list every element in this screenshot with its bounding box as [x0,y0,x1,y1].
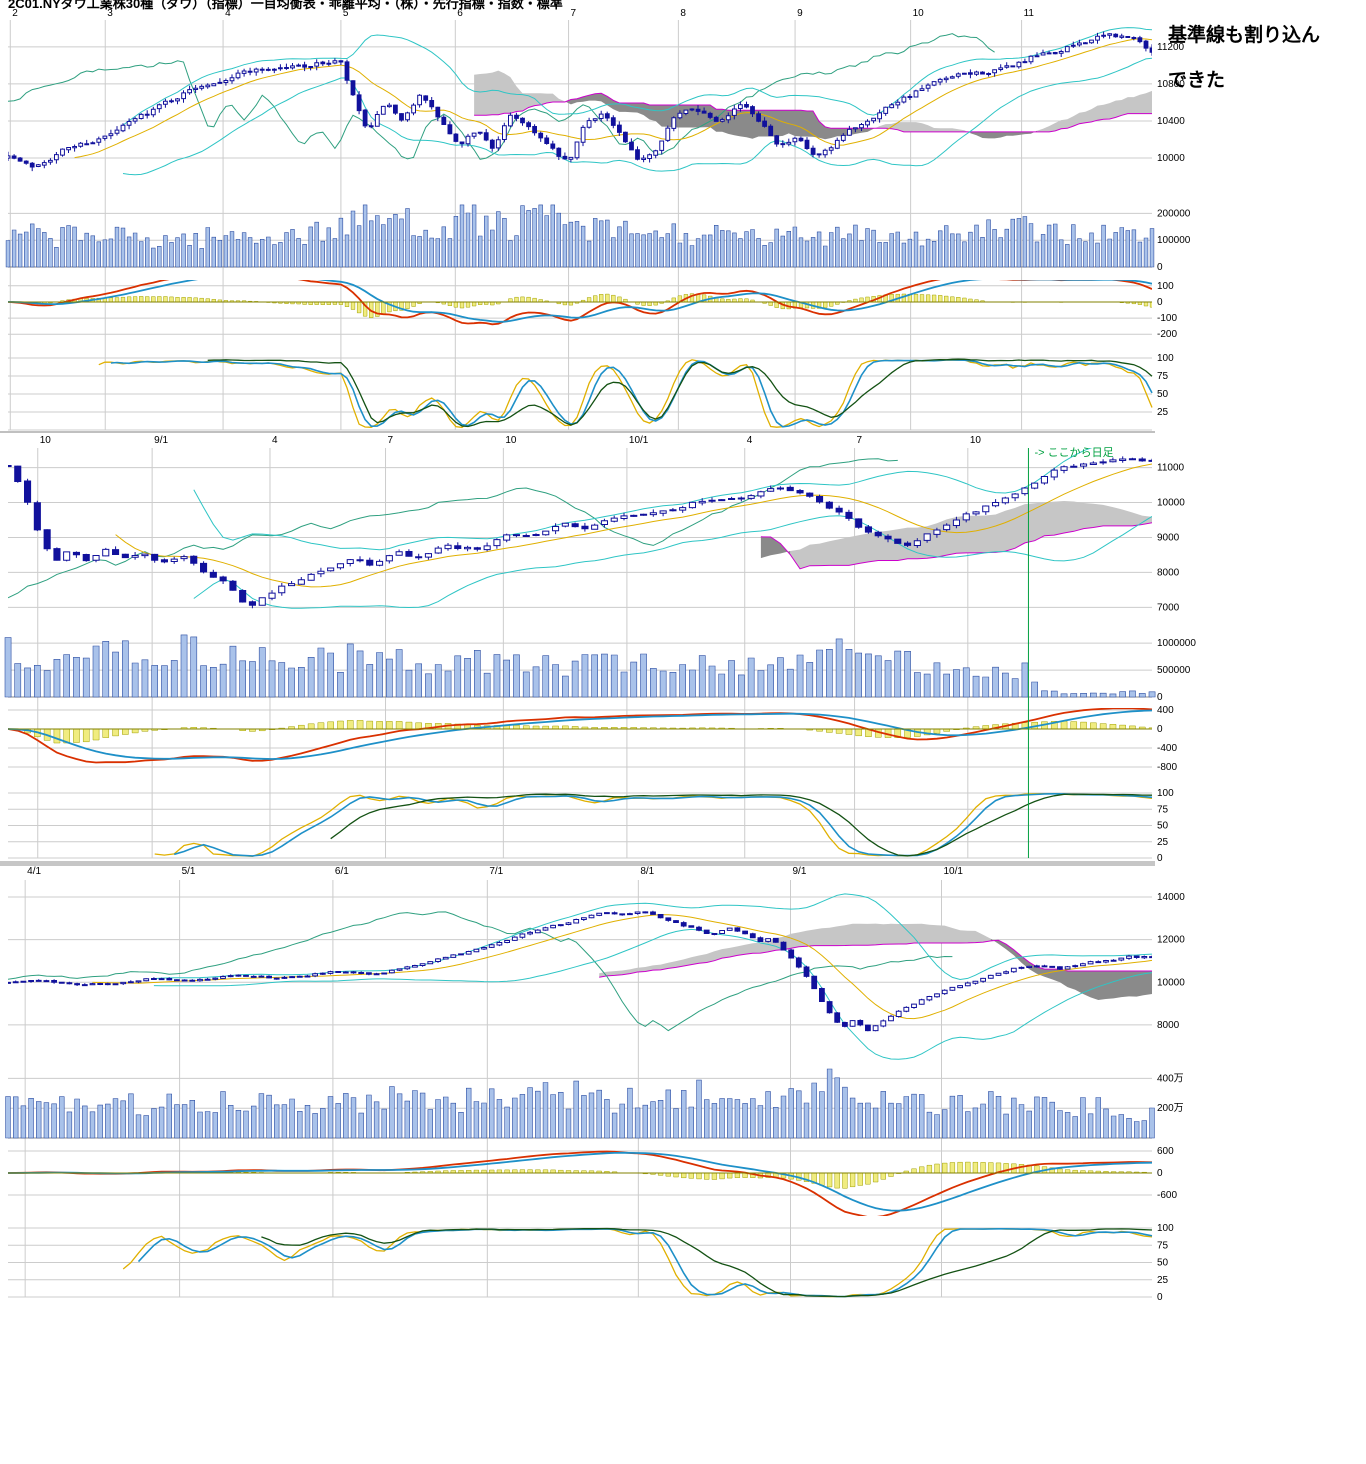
svg-text:11: 11 [1024,8,1035,19]
svg-text:7000: 7000 [1157,602,1180,613]
svg-text:75: 75 [1157,371,1169,382]
svg-text:7: 7 [571,8,577,19]
svg-text:10000: 10000 [1157,498,1185,509]
svg-text:10/1: 10/1 [944,866,964,877]
svg-text:11000: 11000 [1157,463,1185,474]
svg-text:10: 10 [913,8,925,19]
svg-text:0: 0 [1157,1292,1163,1303]
svg-text:100000: 100000 [1157,235,1191,246]
svg-text:8/1: 8/1 [640,866,654,877]
svg-text:75: 75 [1157,1240,1169,1251]
svg-text:100: 100 [1157,1223,1174,1234]
svg-text:-400: -400 [1157,743,1177,754]
svg-text:7/1: 7/1 [489,866,503,877]
side-annotation-line2: できた [1168,70,1226,91]
daily-start-annotation: -> ここから日足 [1034,446,1113,459]
side-annotation-line1: 基準線も割り込ん [1168,25,1321,46]
svg-text:9/1: 9/1 [792,866,806,877]
svg-text:0: 0 [1157,853,1163,864]
svg-text:100: 100 [1157,788,1174,799]
panel-separator-band [0,861,1155,866]
svg-text:100: 100 [1157,281,1174,292]
svg-text:0: 0 [1157,262,1163,273]
svg-text:25: 25 [1157,837,1169,848]
svg-text:9/1: 9/1 [154,435,168,446]
svg-text:0: 0 [1157,1168,1163,1179]
svg-text:200万: 200万 [1157,1103,1184,1114]
svg-text:0: 0 [1157,724,1163,735]
svg-text:9000: 9000 [1157,532,1180,543]
svg-text:4: 4 [225,8,231,19]
svg-text:200000: 200000 [1157,208,1191,219]
svg-text:600: 600 [1157,1146,1174,1157]
svg-text:7: 7 [857,435,863,446]
svg-text:-200: -200 [1157,329,1177,340]
svg-text:75: 75 [1157,804,1169,815]
svg-text:8000: 8000 [1157,1020,1180,1031]
svg-text:500000: 500000 [1157,665,1191,676]
svg-text:0: 0 [1157,692,1163,703]
svg-text:0: 0 [1157,297,1163,308]
chart-canvas: 2 3 4 5 6 7 8 9 10 111120010800104001000020000010… [0,8,1196,1303]
svg-text:-800: -800 [1157,762,1177,773]
svg-text:50: 50 [1157,1258,1169,1269]
svg-text:1000000: 1000000 [1157,638,1196,649]
svg-text:8000: 8000 [1157,567,1180,578]
svg-text:5/1: 5/1 [182,866,196,877]
svg-text:25: 25 [1157,407,1169,418]
svg-text:9: 9 [797,8,803,19]
svg-text:10800: 10800 [1157,79,1185,90]
svg-text:6: 6 [457,8,463,19]
svg-text:7: 7 [388,435,394,446]
svg-text:11200: 11200 [1157,42,1185,53]
svg-text:400: 400 [1157,705,1174,716]
svg-text:3: 3 [107,8,113,19]
svg-text:8: 8 [680,8,686,19]
svg-text:6/1: 6/1 [335,866,349,877]
svg-text:50: 50 [1157,389,1169,400]
svg-text:10000: 10000 [1157,977,1185,988]
svg-text:400万: 400万 [1157,1073,1184,1084]
svg-text:4: 4 [272,435,278,446]
svg-text:-600: -600 [1157,1190,1177,1201]
svg-text:5: 5 [343,8,349,19]
svg-text:50: 50 [1157,821,1169,832]
svg-text:10: 10 [970,435,982,446]
svg-text:12000: 12000 [1157,935,1185,946]
svg-text:25: 25 [1157,1275,1169,1286]
svg-text:10000: 10000 [1157,153,1185,164]
svg-text:10: 10 [40,435,52,446]
svg-text:-100: -100 [1157,313,1177,324]
svg-text:10400: 10400 [1157,116,1185,127]
svg-text:10: 10 [505,435,517,446]
svg-text:10/1: 10/1 [629,435,649,446]
svg-text:4: 4 [747,435,753,446]
svg-text:14000: 14000 [1157,892,1185,903]
svg-text:4/1: 4/1 [27,866,41,877]
side-annotation: 基準線も割り込ん できた [1168,26,1320,90]
chart-title: 2C01.NYダウ工業株30種（ダウ）（指標）一目均衡表・乖離平均・（株）・先行… [8,0,563,11]
svg-text:100: 100 [1157,353,1174,364]
chart-panel-3: 4/1 5/1 6/1 7/1 8/1 9/1 10/1140001200010000800… [5,866,1185,1303]
svg-text:2: 2 [12,8,18,19]
chart-panel-2: 10 9/1 4 7 10 10/1 4 7 1011000100009000800070001… [4,435,1196,864]
chart-panel-1: 2 3 4 5 6 7 8 9 10 111120010800104001000020000010… [5,8,1191,431]
